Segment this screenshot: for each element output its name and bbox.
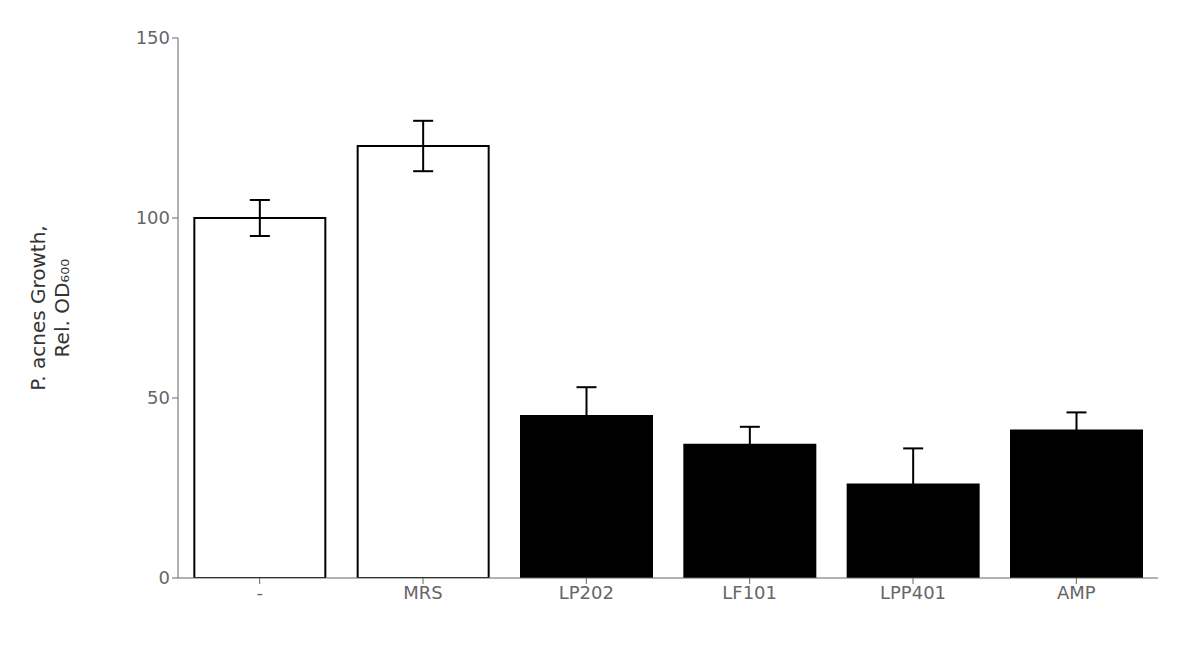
svg-text:100: 100 — [136, 207, 170, 228]
svg-text:MRS: MRS — [403, 582, 442, 603]
svg-text:AMP: AMP — [1057, 582, 1096, 603]
svg-text:50: 50 — [147, 387, 170, 408]
svg-text:LF101: LF101 — [722, 582, 777, 603]
svg-text:0: 0 — [159, 567, 170, 588]
svg-text:P. acnes Growth,Rel. OD₆₀₀: P. acnes Growth,Rel. OD₆₀₀ — [26, 225, 74, 390]
svg-text:150: 150 — [136, 27, 170, 48]
svg-text:-: - — [256, 582, 263, 603]
svg-text:LP202: LP202 — [559, 582, 614, 603]
svg-text:LPP401: LPP401 — [880, 582, 946, 603]
